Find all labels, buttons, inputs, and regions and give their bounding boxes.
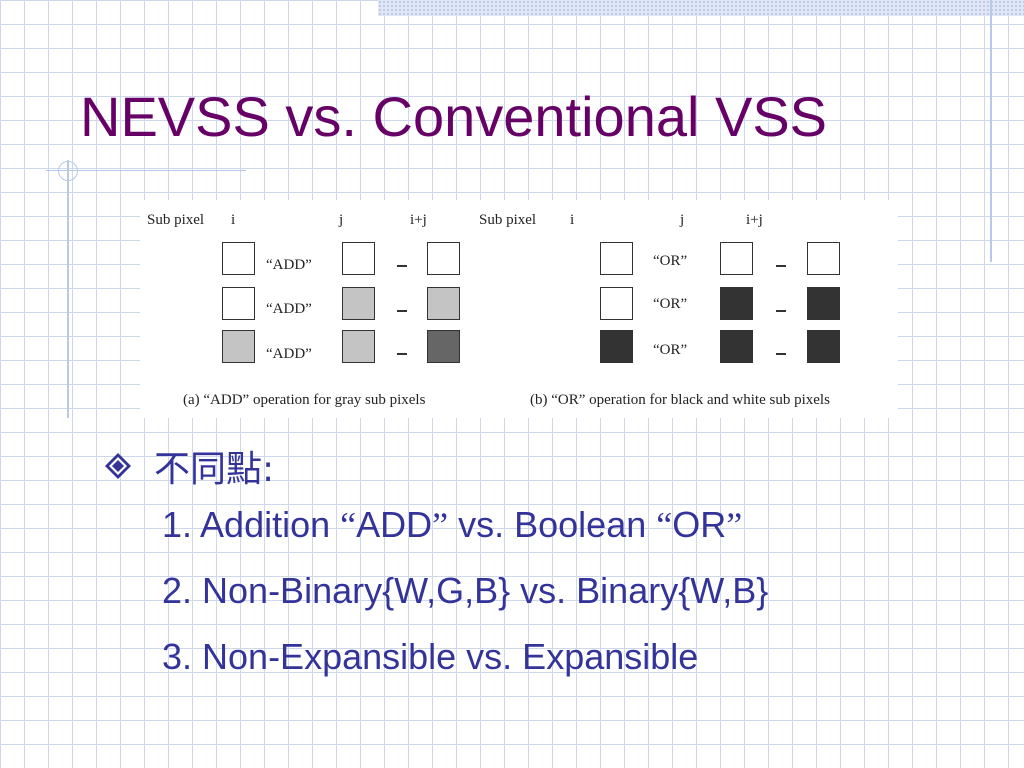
panel-a-row2-i-cell (222, 287, 255, 320)
panel-a-row3-j-cell (342, 330, 375, 363)
panel-a-row3-i-cell (222, 330, 255, 363)
panel-a-row2-result-cell (427, 287, 460, 320)
panel-b-row1-dash (776, 265, 786, 267)
crosshair-circle-icon (58, 161, 78, 181)
panel-a-caption: (a) “ADD” operation for gray sub pixels (183, 392, 426, 408)
slide-title: NEVSS vs. Conventional VSS (80, 85, 828, 148)
panel-b-row1-i-cell (600, 242, 633, 275)
panel-a-header-i: i (231, 212, 236, 228)
panel-a-row1-result-cell (427, 242, 460, 275)
item1-middle: vs. Boolean (448, 504, 657, 545)
panel-a-row1-op: “ADD” (266, 257, 312, 273)
panel-a-row2-dash (397, 310, 407, 312)
panel-b-row1-j-cell (720, 242, 753, 275)
comparison-item-2: 2. Non-Binary{W,G,B} vs. Binary{W,B} (162, 570, 769, 611)
panel-b-header-ij: i+j (746, 212, 763, 228)
panel-b-row3-result-cell (807, 330, 840, 363)
panel-b-row3-j-cell (720, 330, 753, 363)
item1-or: OR (672, 504, 727, 545)
panel-b-row3-i-cell (600, 330, 633, 363)
vss-operations-figure: Sub pixel i j i+j “ADD” “ADD” “ADD” (a) … (140, 200, 898, 418)
item1-prefix: 1. Addition (162, 504, 341, 545)
panel-a-row3-dash (397, 353, 407, 355)
panel-b-row2-op: “OR” (653, 296, 688, 312)
comparison-item-3: 3. Non-Expansible vs. Expansible (162, 636, 699, 677)
panel-a-header-j: j (339, 212, 344, 228)
item1-add: ADD (356, 504, 433, 545)
right-accent-line (990, 0, 992, 262)
item1-open-quote: “ (340, 505, 357, 545)
panel-b-caption: (b) “OR” operation for black and white s… (530, 392, 830, 408)
panel-b-header-subpixel: Sub pixel (479, 212, 537, 228)
panel-a-header-ij: i+j (410, 212, 427, 228)
left-accent-line (67, 160, 69, 418)
panel-b-header-i: i (570, 212, 575, 228)
panel-b-row2-j-cell (720, 287, 753, 320)
item1-close-quote: ” (432, 505, 449, 545)
panel-b-header-j: j (680, 212, 685, 228)
panel-a-header-subpixel: Sub pixel (147, 212, 205, 228)
panel-a-row1-i-cell (222, 242, 255, 275)
item1-close-quote-2: ” (726, 505, 743, 545)
panel-a-row2-j-cell (342, 287, 375, 320)
panel-a-row3-op: “ADD” (266, 346, 312, 362)
panel-a-row3-result-cell (427, 330, 460, 363)
panel-b-row3-dash (776, 353, 786, 355)
panel-b-row2-result-cell (807, 287, 840, 320)
panel-a-row1-dash (397, 265, 407, 267)
comparison-item-1: 1. Addition “ADD” vs. Boolean “OR” (162, 504, 742, 546)
panel-b-row2-i-cell (600, 287, 633, 320)
bullet-row: 不同點: (104, 440, 274, 492)
panel-b-row2-dash (776, 310, 786, 312)
panel-b-row3-op: “OR” (653, 342, 688, 358)
diamond-bullet-icon (105, 453, 131, 479)
panel-b-row1-op: “OR” (653, 253, 688, 269)
item1-open-quote-2: “ (656, 505, 673, 545)
panel-a-row2-op: “ADD” (266, 301, 312, 317)
panel-a-row1-j-cell (342, 242, 375, 275)
panel-b-row1-result-cell (807, 242, 840, 275)
title-underline (46, 170, 246, 171)
bullet-heading: 不同點: (154, 449, 275, 490)
header-pattern-bar (378, 0, 1024, 16)
